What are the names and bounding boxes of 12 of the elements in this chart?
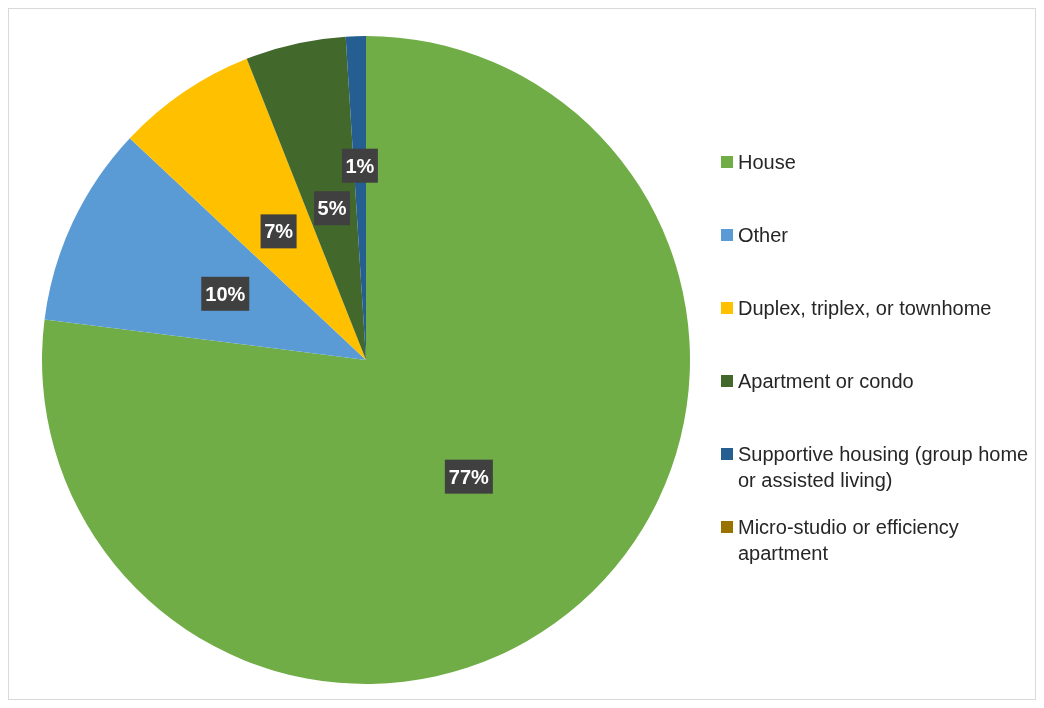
data-label: 7% — [264, 220, 294, 243]
legend-label: Supportive housing (group home or assisted living) — [738, 442, 1030, 493]
data-label: 10% — [205, 282, 246, 305]
legend-label: Apartment or condo — [738, 369, 914, 394]
data-label: 1% — [345, 154, 375, 177]
data-label: 77% — [448, 465, 490, 488]
pie-slice — [42, 36, 690, 684]
legend-label: Micro-studio or efficiency apartment — [738, 515, 960, 566]
data-label: 5% — [317, 197, 347, 220]
legend-label: Other — [738, 223, 789, 248]
legend-label: Duplex, triplex, or townhome — [738, 296, 992, 321]
legend-label: House — [738, 150, 796, 175]
